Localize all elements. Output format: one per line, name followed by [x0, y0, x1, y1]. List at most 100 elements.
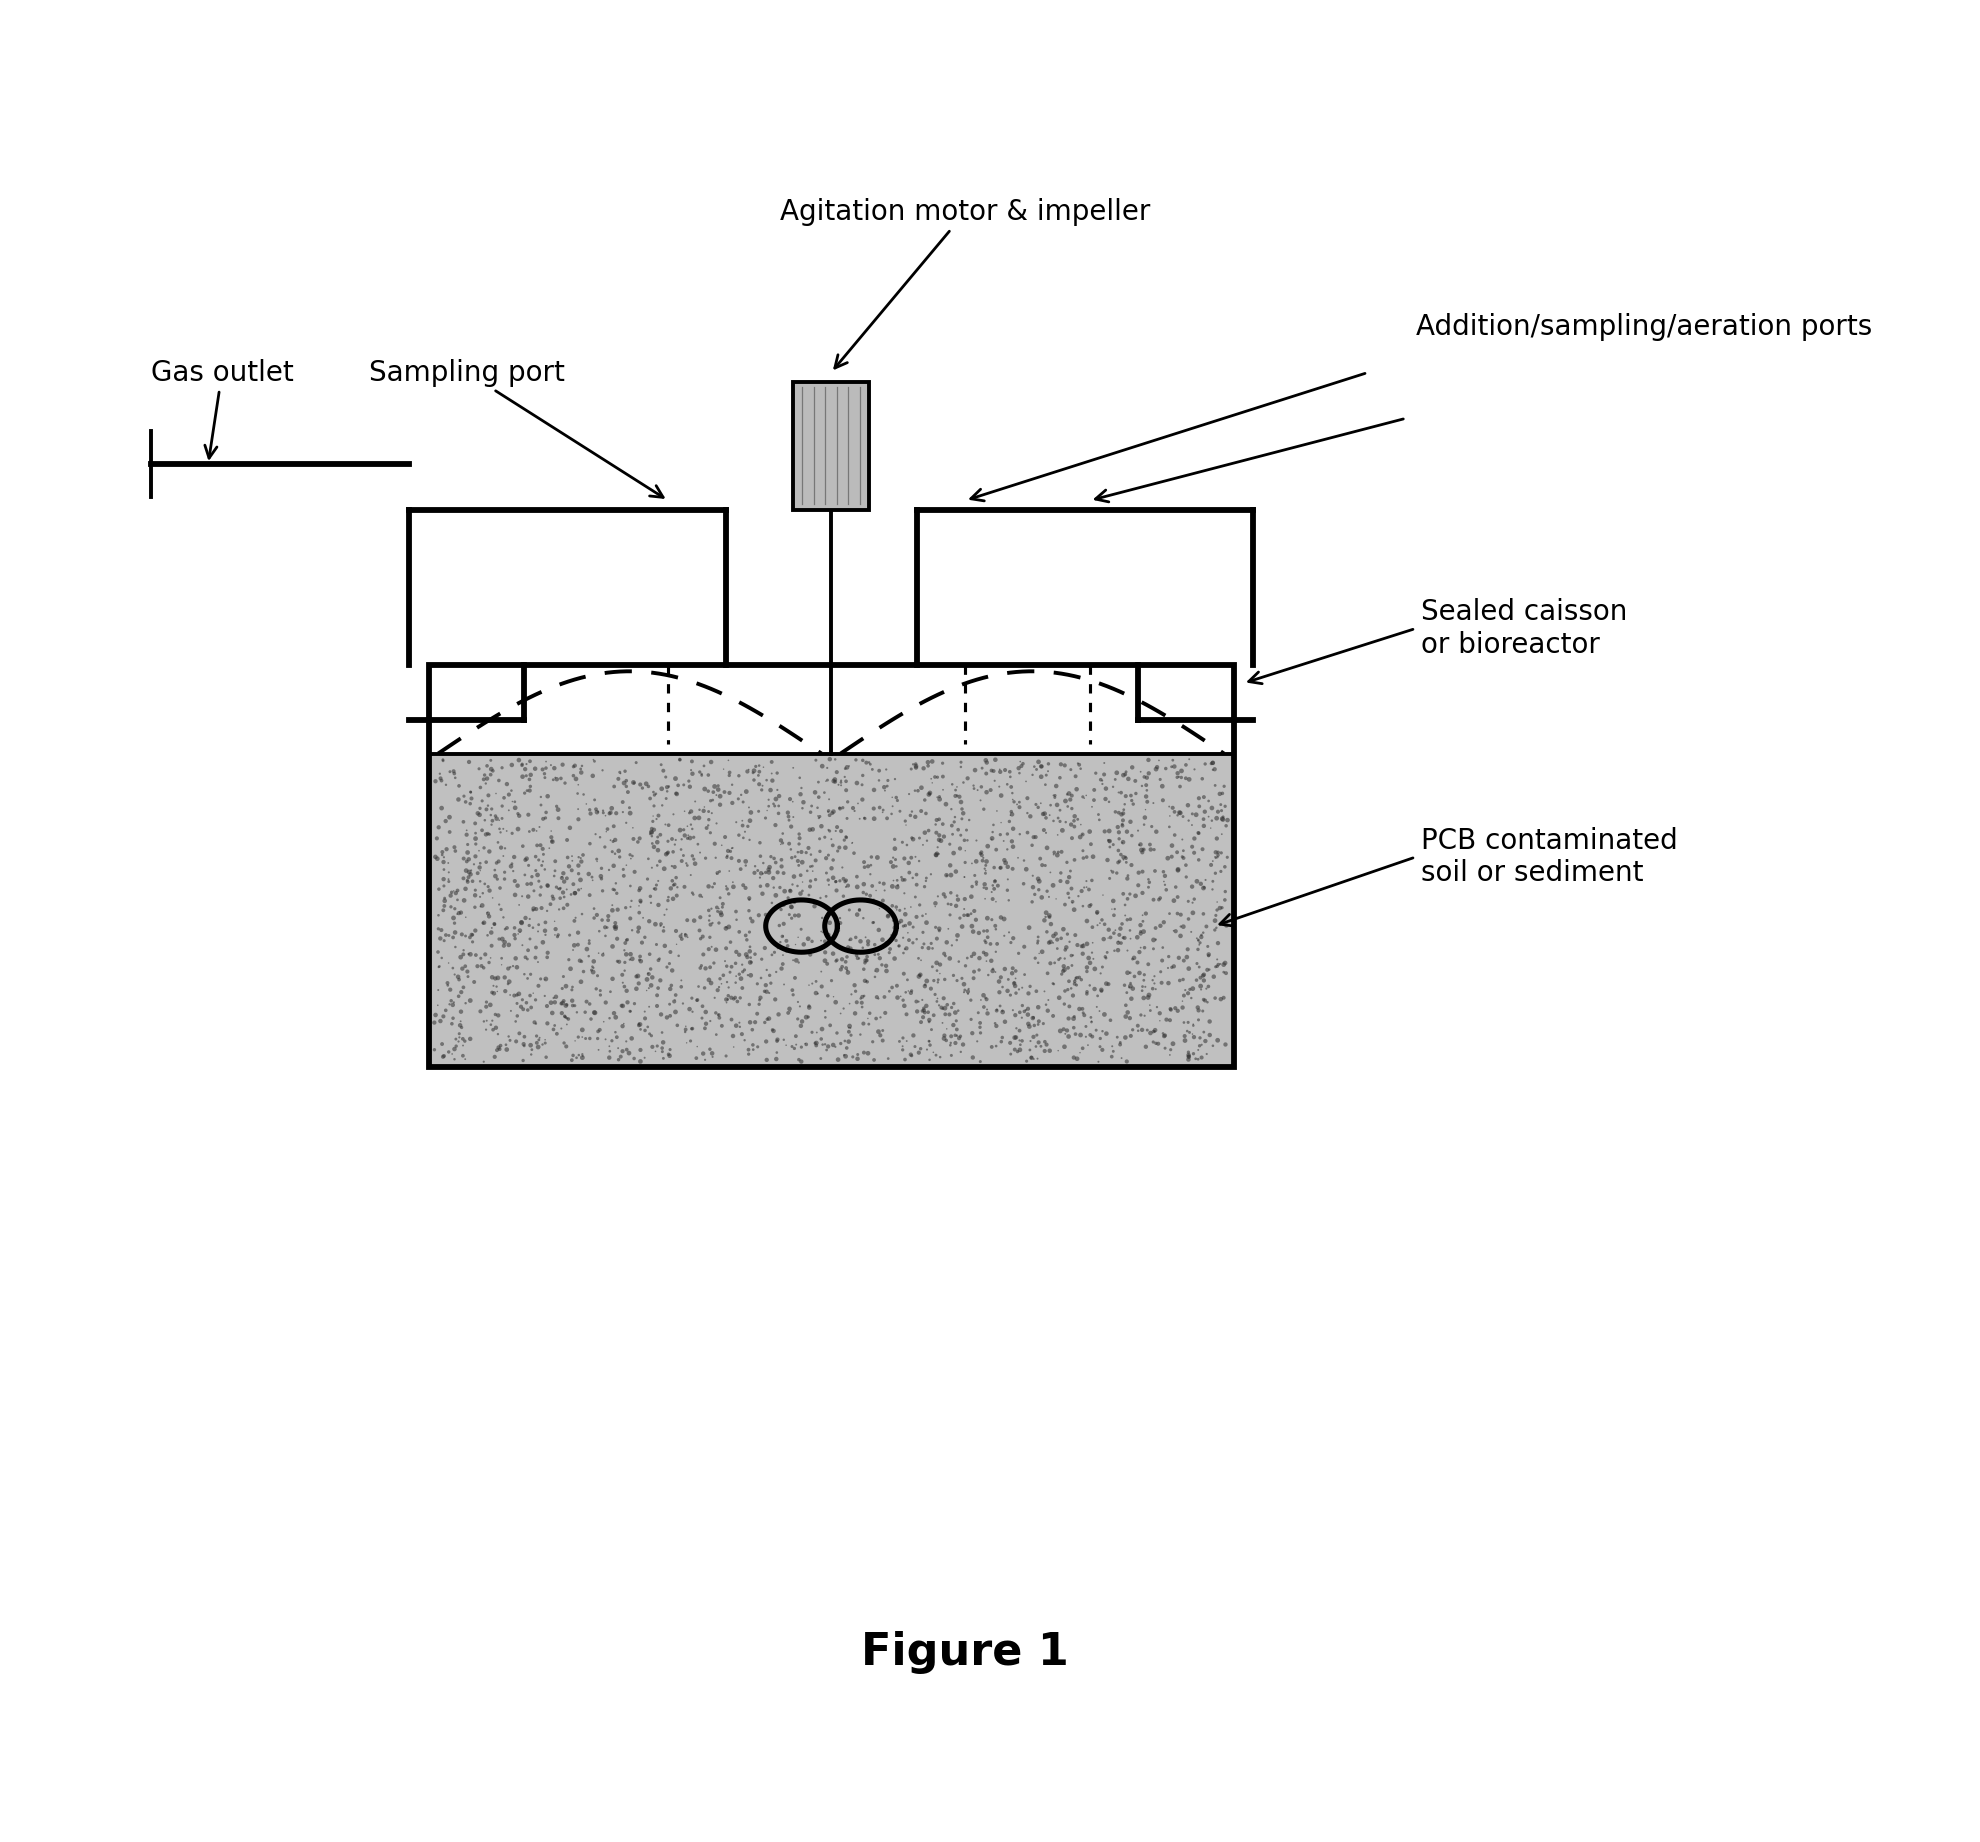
- Point: [1071, 976, 1103, 1006]
- Point: [614, 792, 645, 822]
- Point: [857, 775, 889, 805]
- Point: [465, 849, 497, 879]
- Point: [1012, 1000, 1043, 1030]
- Point: [634, 973, 665, 1002]
- Point: [1103, 847, 1135, 877]
- Point: [1077, 792, 1109, 822]
- Point: [952, 978, 984, 1008]
- Point: [1105, 914, 1137, 943]
- Point: [463, 836, 495, 866]
- Point: [834, 1013, 865, 1043]
- Point: [820, 744, 851, 774]
- Point: [889, 1044, 921, 1074]
- Point: [1008, 845, 1040, 875]
- Point: [1089, 1000, 1121, 1030]
- Point: [750, 803, 782, 833]
- Point: [1075, 1008, 1107, 1037]
- Point: [735, 943, 766, 973]
- Point: [940, 965, 972, 995]
- Point: [669, 1017, 701, 1046]
- Point: [814, 869, 845, 899]
- Point: [1115, 925, 1146, 954]
- Point: [638, 833, 669, 862]
- Point: [905, 960, 937, 989]
- Point: [687, 991, 719, 1020]
- Point: [556, 842, 588, 871]
- Point: [1059, 967, 1091, 997]
- Point: [453, 748, 485, 777]
- Point: [1026, 851, 1057, 880]
- Point: [968, 844, 1000, 873]
- Point: [618, 989, 649, 1019]
- Point: [1022, 927, 1053, 956]
- Point: [830, 954, 861, 984]
- Point: [667, 814, 699, 844]
- Point: [746, 772, 778, 801]
- Point: [976, 904, 1008, 934]
- Point: [479, 910, 511, 939]
- Point: [1030, 1037, 1061, 1067]
- Point: [693, 777, 725, 807]
- Point: [434, 974, 465, 1004]
- Point: [875, 921, 907, 950]
- Point: [952, 901, 984, 930]
- Point: [1057, 1013, 1089, 1043]
- Point: [917, 1037, 948, 1067]
- Point: [1000, 1013, 1032, 1043]
- Point: [1152, 941, 1184, 971]
- Point: [495, 750, 527, 779]
- Point: [588, 796, 620, 825]
- Point: [1140, 755, 1172, 785]
- Point: [762, 775, 794, 805]
- Point: [1184, 792, 1216, 822]
- Point: [556, 974, 588, 1004]
- Point: [659, 853, 691, 882]
- Point: [1188, 960, 1220, 989]
- Point: [689, 954, 721, 984]
- Point: [1200, 770, 1232, 799]
- Point: [499, 866, 531, 895]
- Point: [653, 882, 685, 912]
- Point: [915, 777, 946, 807]
- Point: [1045, 836, 1077, 866]
- Point: [1138, 834, 1170, 864]
- Point: [887, 960, 919, 989]
- Point: [420, 842, 451, 871]
- Point: [432, 971, 463, 1000]
- Point: [566, 1022, 598, 1052]
- Point: [1014, 1026, 1045, 1055]
- Point: [653, 772, 685, 801]
- Point: [875, 934, 907, 963]
- Point: [515, 746, 546, 775]
- Point: [721, 962, 752, 991]
- Point: [1022, 1009, 1053, 1039]
- Point: [1053, 991, 1085, 1020]
- Point: [768, 969, 800, 998]
- Point: [750, 976, 782, 1006]
- Point: [784, 860, 816, 890]
- Point: [523, 971, 554, 1000]
- Point: [863, 868, 895, 897]
- Point: [1049, 1019, 1081, 1048]
- Point: [527, 834, 558, 864]
- Point: [1200, 858, 1232, 888]
- Point: [735, 932, 766, 962]
- Point: [1127, 1015, 1158, 1044]
- Point: [626, 888, 657, 917]
- Point: [1006, 752, 1038, 781]
- Point: [556, 985, 588, 1015]
- Point: [1038, 871, 1069, 901]
- Point: [760, 847, 792, 877]
- Point: [608, 956, 640, 985]
- Point: [1188, 965, 1220, 995]
- Point: [1103, 928, 1135, 958]
- Point: [1202, 895, 1234, 925]
- Point: [638, 777, 669, 807]
- Point: [477, 963, 509, 993]
- Point: [849, 965, 881, 995]
- Point: [663, 816, 695, 845]
- Point: [1043, 1017, 1075, 1046]
- Point: [940, 880, 972, 910]
- Point: [493, 969, 525, 998]
- Point: [754, 775, 786, 805]
